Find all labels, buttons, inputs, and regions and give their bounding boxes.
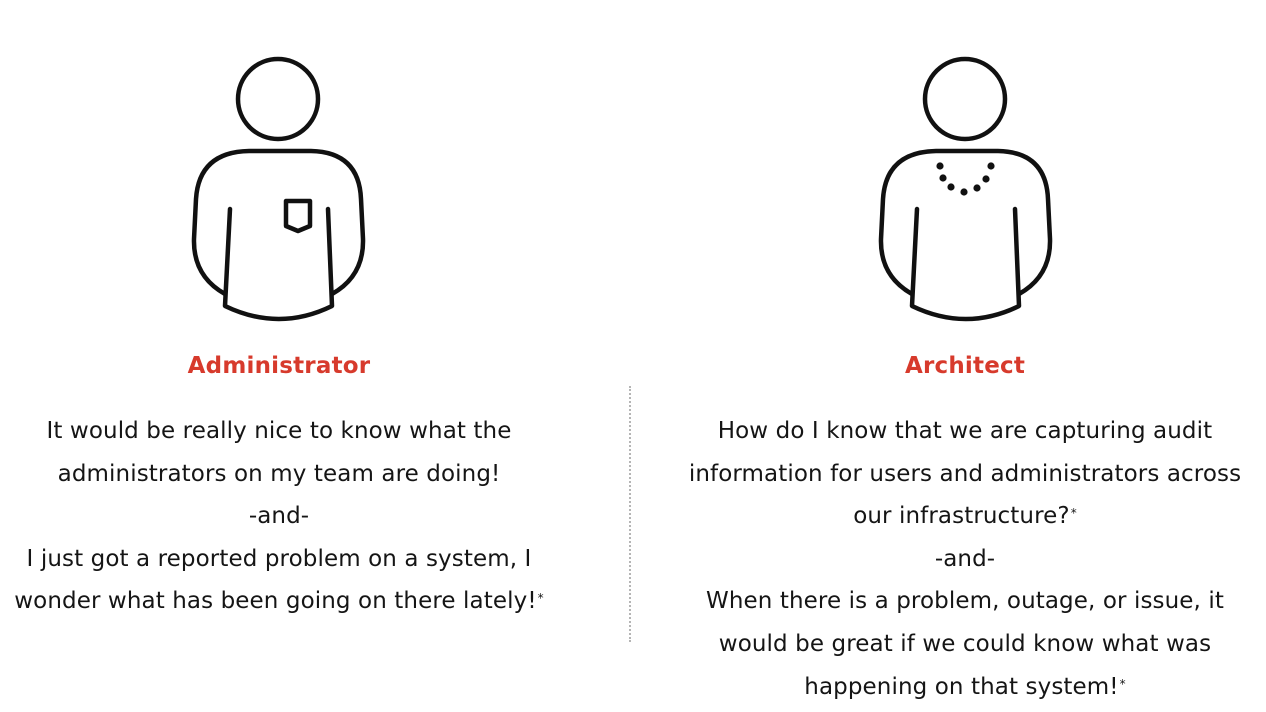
footnote-marker: * bbox=[1119, 676, 1126, 691]
quote-line-text: wonder what has been going on there late… bbox=[14, 588, 537, 615]
quote-separator: -and- bbox=[248, 503, 310, 530]
persona-quote: How do I know that we are capturing audi… bbox=[664, 410, 1266, 708]
quote-line: When there is a problem, outage, or issu… bbox=[706, 588, 1224, 615]
quote-line: I just got a reported problem on a syste… bbox=[26, 545, 532, 572]
quote-line: It would be really nice to know what the bbox=[46, 418, 512, 444]
quote-line-with-footnote: our infrastructure?* bbox=[664, 495, 1266, 538]
person-with-necklace-icon bbox=[878, 56, 1053, 322]
quote-line: administrators on my team are doing! bbox=[57, 460, 501, 487]
column-divider bbox=[629, 386, 631, 642]
quote-separator: -and- bbox=[934, 545, 996, 572]
role-title: Architect bbox=[904, 353, 1026, 379]
footnote-marker: * bbox=[1070, 506, 1077, 521]
quote-line: would be great if we could know what was bbox=[718, 630, 1212, 657]
footnote-marker: * bbox=[537, 591, 544, 606]
quote-line: information for users and administrators… bbox=[688, 460, 1242, 487]
role-title: Administrator bbox=[187, 353, 371, 379]
quote-line-text: happening on that system! bbox=[804, 673, 1119, 700]
quote-line-last: happening on that system!* bbox=[664, 666, 1266, 709]
person-with-pocket-icon bbox=[191, 56, 366, 322]
quote-line-last: wonder what has been going on there late… bbox=[0, 580, 558, 623]
quote-line-text: our infrastructure? bbox=[853, 503, 1070, 530]
quote-line: How do I know that we are capturing audi… bbox=[717, 418, 1213, 444]
persona-quote: It would be really nice to know what the… bbox=[0, 410, 558, 623]
